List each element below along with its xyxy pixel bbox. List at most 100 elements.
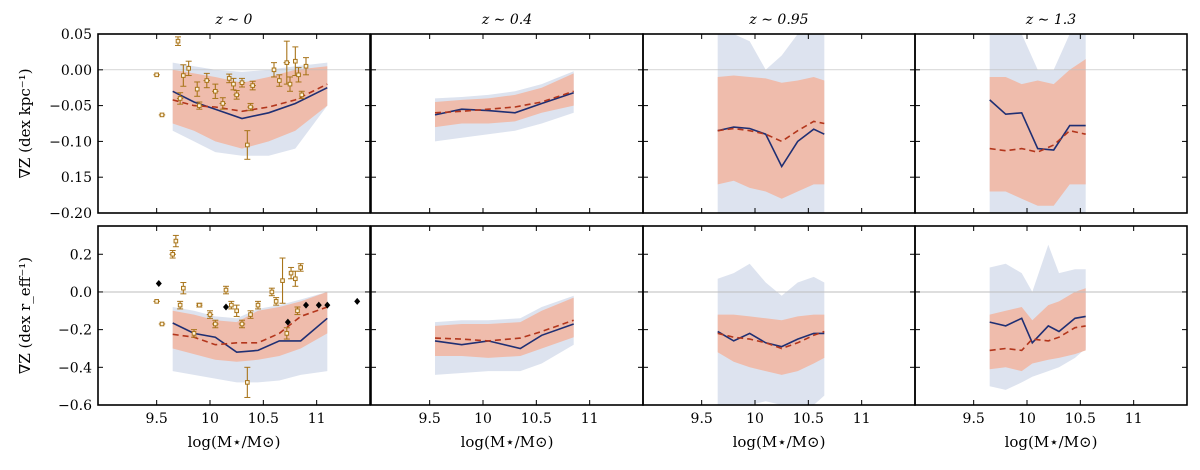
obs-point — [204, 78, 210, 83]
obs-point — [284, 331, 290, 336]
x-axis-label: log(M⋆/M⊙) — [461, 433, 554, 451]
obs-point — [284, 60, 290, 65]
mean-line — [717, 120, 825, 143]
obs-point — [231, 81, 236, 87]
panel-title: z ∼ 0.4 — [481, 12, 532, 28]
x-tick-label: 9.5 — [146, 411, 168, 427]
median-line — [434, 91, 574, 116]
mean-line — [172, 83, 328, 113]
obs-point — [248, 104, 253, 110]
obs-point — [170, 251, 175, 257]
obs-point — [239, 80, 245, 85]
obs-point — [213, 321, 218, 327]
obs-point — [181, 285, 186, 291]
y-tick-label: −0.4 — [58, 360, 92, 376]
y-tick-label: 0.00 — [61, 63, 92, 79]
x-axis-label: log(M⋆/M⊙) — [1005, 433, 1098, 451]
obs-point — [226, 76, 232, 81]
band-68 — [172, 291, 328, 362]
diamond-point — [354, 297, 361, 305]
x-axis-label: log(M⋆/M⊙) — [188, 433, 281, 451]
obs-point — [223, 287, 229, 293]
y-tick-label: −0.05 — [49, 99, 92, 115]
median-line — [717, 126, 825, 169]
band-68 — [435, 73, 574, 128]
obs-point — [177, 302, 183, 308]
obs-point — [287, 81, 293, 87]
mean-line — [434, 90, 574, 114]
obs-point — [273, 299, 279, 304]
x-tick-label: 11 — [308, 411, 326, 427]
obs-point — [234, 308, 239, 314]
band-68 — [989, 288, 1086, 372]
obs-point — [154, 72, 159, 78]
obs-point — [248, 312, 253, 317]
x-tick-label: 9.5 — [419, 411, 441, 427]
obs-point — [296, 72, 301, 78]
mean-line — [989, 325, 1086, 352]
x-tick-label: 10 — [1018, 411, 1036, 427]
obs-point — [191, 331, 197, 336]
panel-title: z ∼ 0.95 — [748, 12, 808, 28]
obs-point — [277, 78, 282, 83]
obs-point — [197, 302, 202, 308]
obs-point — [207, 312, 213, 317]
median-line — [172, 86, 328, 120]
diamond-point — [223, 303, 229, 311]
obs-point — [295, 308, 300, 314]
x-tick-label: 10.5 — [248, 411, 279, 427]
x-tick-label: 9.5 — [691, 411, 713, 427]
obs-point — [213, 88, 218, 94]
obs-point — [194, 86, 200, 92]
panel-title: z ∼ 1.3 — [1025, 12, 1076, 28]
obs-point — [220, 101, 226, 106]
x-tick-label: 10.5 — [1065, 411, 1096, 427]
obs-point — [269, 289, 275, 295]
obs-point — [288, 270, 294, 276]
obs-point — [154, 299, 159, 304]
obs-point — [159, 112, 165, 118]
panel-frame — [370, 225, 644, 406]
mean-line — [434, 319, 574, 342]
y-tick-label: −0.2 — [58, 323, 92, 339]
obs-point — [197, 103, 202, 108]
diamond-point — [155, 279, 162, 287]
obs-point — [175, 38, 181, 44]
y-tick-label: −0.10 — [49, 134, 92, 150]
x-tick-label: 9.5 — [963, 411, 985, 427]
x-tick-label: 10.5 — [521, 411, 552, 427]
y-tick-label: 0.15 — [61, 170, 92, 186]
obs-point — [177, 96, 183, 101]
median-line — [717, 330, 825, 348]
x-tick-label: 10 — [201, 411, 219, 427]
x-axis-label: log(M⋆/M⊙) — [733, 433, 826, 451]
x-tick-label: 11 — [1125, 411, 1143, 427]
obs-point — [229, 302, 234, 308]
obs-point — [299, 92, 305, 98]
diamond-point — [315, 301, 322, 309]
obs-point — [250, 83, 255, 88]
y-tick-label: 0.05 — [61, 27, 92, 43]
x-tick-label: 10 — [746, 411, 764, 427]
median-line — [172, 317, 328, 354]
obs-point — [271, 67, 277, 73]
y-axis-label: ∇Z (dex kpc⁻¹) — [16, 68, 34, 178]
obs-point — [239, 321, 245, 327]
diamond-point — [284, 318, 291, 326]
panel-frame — [97, 225, 371, 406]
obs-point — [245, 380, 250, 385]
obs-point — [159, 321, 165, 327]
panel-title: z ∼ 0 — [215, 12, 253, 28]
obs-point — [293, 58, 298, 64]
obs-point — [293, 276, 298, 282]
obs-point — [245, 142, 250, 148]
obs-point — [181, 73, 186, 78]
band-68 — [989, 59, 1086, 206]
obs-point — [234, 92, 239, 98]
y-tick-label: −0.20 — [49, 206, 92, 222]
x-tick-label: 11 — [581, 411, 599, 427]
y-axis-label: ∇Z (dex r_eff⁻¹) — [16, 257, 34, 374]
obs-point — [280, 278, 285, 283]
obs-point — [186, 66, 191, 71]
